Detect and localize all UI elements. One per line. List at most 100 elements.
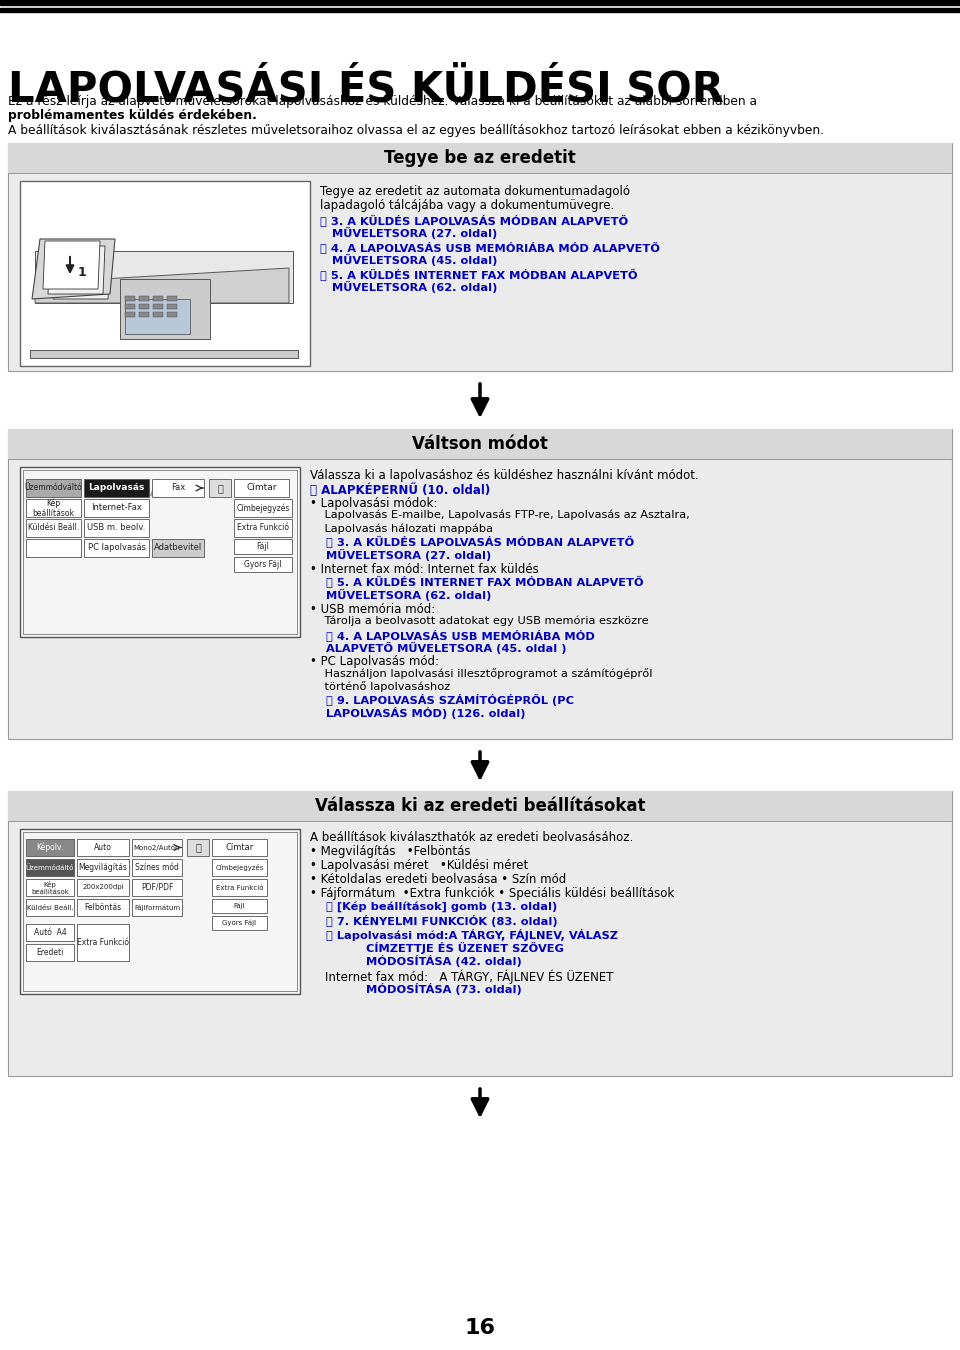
Bar [77,899,129,917]
Text: Auto: Auto [94,842,112,852]
Text: ALAPVETŐ MŰVELETSORA (45. oldal ): ALAPVETŐ MŰVELETSORA (45. oldal ) [310,643,566,655]
Bar [212,859,267,876]
Bar [84,500,149,517]
Bar [212,838,267,856]
Text: Extra Funkció: Extra Funkció [216,884,263,891]
Bar [125,298,190,333]
Text: Autó  A4: Autó A4 [34,927,66,937]
Bar [167,296,177,301]
Text: ⎘ 4. A LAPOLVASÁS USB MEMÓRIÁBA MÓD: ⎘ 4. A LAPOLVASÁS USB MEMÓRIÁBA MÓD [310,629,595,641]
Text: Címtar: Címtar [247,483,276,493]
Text: Lapolvasás hálozati mappába: Lapolvasás hálozati mappába [310,522,493,533]
Text: Lapolvasás E-mailbe, Lapolvasás FTP-re, Lapolvasás az Asztalra,: Lapolvasás E-mailbe, Lapolvasás FTP-re, … [310,510,689,521]
Text: 200x200dpi: 200x200dpi [83,884,124,891]
Text: Internet-Fax: Internet-Fax [91,504,142,513]
Text: • USB memória mód:: • USB memória mód: [310,603,435,616]
Text: Gyors Fájl: Gyors Fájl [223,919,256,926]
Text: Váltson módot: Váltson módot [412,435,548,454]
Text: ⎘ 7. KÉNYELMI FUNKCIÓK (83. oldal): ⎘ 7. KÉNYELMI FUNKCIÓK (83. oldal) [310,915,558,927]
Text: Fájl: Fájl [233,903,246,910]
Text: MŰVELETSORA (27. oldal): MŰVELETSORA (27. oldal) [310,549,492,562]
Text: 1: 1 [78,266,86,278]
Bar [8,429,952,738]
Text: Kép
beállítások: Kép beállítások [33,498,75,518]
Bar [26,859,74,876]
Bar [0,8,960,12]
Bar [20,181,310,366]
Text: Válassza ki az eredeti beállításokat: Válassza ki az eredeti beállításokat [315,796,645,815]
Text: Fájlformátum: Fájlformátum [134,904,180,911]
Text: Kép
beállítások: Kép beállítások [31,880,69,895]
Text: ⎘: ⎘ [217,483,223,493]
Text: Lapolvasás: Lapolvasás [88,483,145,493]
Bar [35,251,293,302]
Text: Extra Funkció: Extra Funkció [77,938,129,946]
Text: • Lapolvasási méret   •Küldési méret: • Lapolvasási méret •Küldési méret [310,859,528,872]
Bar [26,879,74,896]
Text: Küldési Beáll.: Küldési Beáll. [28,524,79,532]
Text: Internet fax mód:   A TÁRGY, FÁJLNEV ÉS ÜZENET: Internet fax mód: A TÁRGY, FÁJLNEV ÉS ÜZ… [310,969,613,984]
Text: • PC Lapolvasás mód:: • PC Lapolvasás mód: [310,655,439,668]
Bar [26,479,81,497]
Text: MÓDOSÍTÁSA (42. oldal): MÓDOSÍTÁSA (42. oldal) [310,954,521,967]
Bar [20,467,300,637]
Text: ⎘ 5. A KÜLDÉS INTERNET FAX MÓDBAN ALAPVETŐ: ⎘ 5. A KÜLDÉS INTERNET FAX MÓDBAN ALAPVE… [320,269,637,281]
Text: Üzemmódváltó: Üzemmódváltó [25,483,83,493]
Text: • Internet fax mód: Internet fax küldés: • Internet fax mód: Internet fax küldés [310,563,539,576]
Text: Adatbevitel: Adatbevitel [154,544,203,552]
Text: PC lapolvasás: PC lapolvasás [87,544,146,552]
Polygon shape [43,242,100,289]
Bar [20,829,300,994]
Bar [8,143,952,371]
Bar [212,917,267,930]
Text: • Kétoldalas eredeti beolvasása • Szín mód: • Kétoldalas eredeti beolvasása • Szín m… [310,873,566,886]
Polygon shape [35,269,289,302]
Text: Használjon lapolvasási illesztőprogramot a számítógépről: Használjon lapolvasási illesztőprogramot… [310,668,653,679]
Bar [139,312,149,317]
Text: MŰVELETSORA (62. oldal): MŰVELETSORA (62. oldal) [320,281,497,293]
Bar [152,539,204,558]
Bar [132,899,182,917]
Text: Extra Funkció: Extra Funkció [237,524,289,532]
Text: PDF/PDF: PDF/PDF [141,883,173,892]
Bar [26,500,81,517]
Bar [26,899,74,917]
Text: Tegye be az eredetit: Tegye be az eredetit [384,148,576,167]
Bar [26,838,74,856]
Bar [30,350,298,358]
Text: A beállítások kiválaszthatók az eredeti beolvasásához.: A beállítások kiválaszthatók az eredeti … [310,832,634,844]
Bar [84,518,149,537]
Text: problémamentes küldés érdekében.: problémamentes küldés érdekében. [8,109,257,122]
Bar [84,479,149,497]
Bar [120,279,210,339]
Bar [139,296,149,301]
Bar [125,296,135,301]
Bar [212,899,267,913]
Bar [152,479,204,497]
Bar [84,539,149,558]
Bar [234,479,289,497]
Text: ⎘ ALAPKÉPERNŰ (10. oldal): ⎘ ALAPKÉPERNŰ (10. oldal) [310,483,491,497]
Text: MŰVELETSORA (27. oldal): MŰVELETSORA (27. oldal) [320,227,497,239]
Text: történő lapolvasáshoz: történő lapolvasáshoz [310,680,450,693]
Bar [8,791,952,1076]
Bar [77,838,129,856]
Bar [8,143,952,173]
Bar [125,312,135,317]
Bar [132,838,182,856]
Text: Színes mód: Színes mód [135,863,179,872]
Text: • Fájformátum  •Extra funkciók • Speciális küldési beállítások: • Fájformátum •Extra funkciók • Speciáli… [310,887,674,900]
Bar [77,879,129,896]
Bar [167,304,177,309]
Bar [153,296,163,301]
Bar [26,539,81,558]
Text: ⎘: ⎘ [195,842,201,852]
Polygon shape [53,251,110,298]
Text: Eredeti: Eredeti [36,948,63,957]
Text: Fax: Fax [171,483,185,493]
Text: ⎘ [Kép beállítások] gomb (13. oldal): ⎘ [Kép beállítások] gomb (13. oldal) [310,900,557,911]
Text: MŰVELETSORA (62. oldal): MŰVELETSORA (62. oldal) [310,589,492,601]
Polygon shape [150,481,156,495]
Bar [125,304,135,309]
Bar [132,879,182,896]
